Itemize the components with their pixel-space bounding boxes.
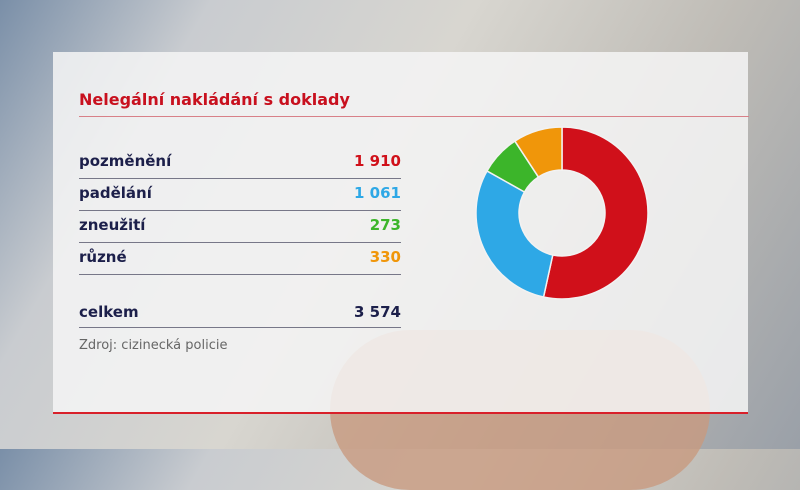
legend-row: padělání 1 061 [79,179,401,211]
donut-slice-padělání [475,169,554,298]
total-label: celkem [79,303,139,321]
value-label: 1 061 [354,184,401,202]
value-label: 273 [369,216,401,234]
donut-chart [475,126,649,300]
donut-slice-různé [513,126,563,179]
infographic-panel: Nelegální nakládání s doklady pozměnění 1… [53,52,749,414]
source-note: Zdroj: cizinecká policie [79,338,228,353]
value-label: 1 910 [354,152,401,170]
category-label: zneužití [79,216,146,234]
chart-title: Nelegální nakládání s doklady [79,90,350,109]
category-label: různé [79,248,127,266]
total-row: celkem 3 574 [79,298,401,328]
category-label: padělání [79,184,152,202]
title-divider [79,116,749,117]
category-label: pozměnění [79,152,172,170]
legend-row: pozměnění 1 910 [79,147,401,179]
value-label: 330 [369,248,401,266]
legend-row: různé 330 [79,243,401,275]
legend-row: zneužití 273 [79,211,401,243]
donut-slice-pozměnění [542,126,649,300]
total-value: 3 574 [354,303,401,321]
